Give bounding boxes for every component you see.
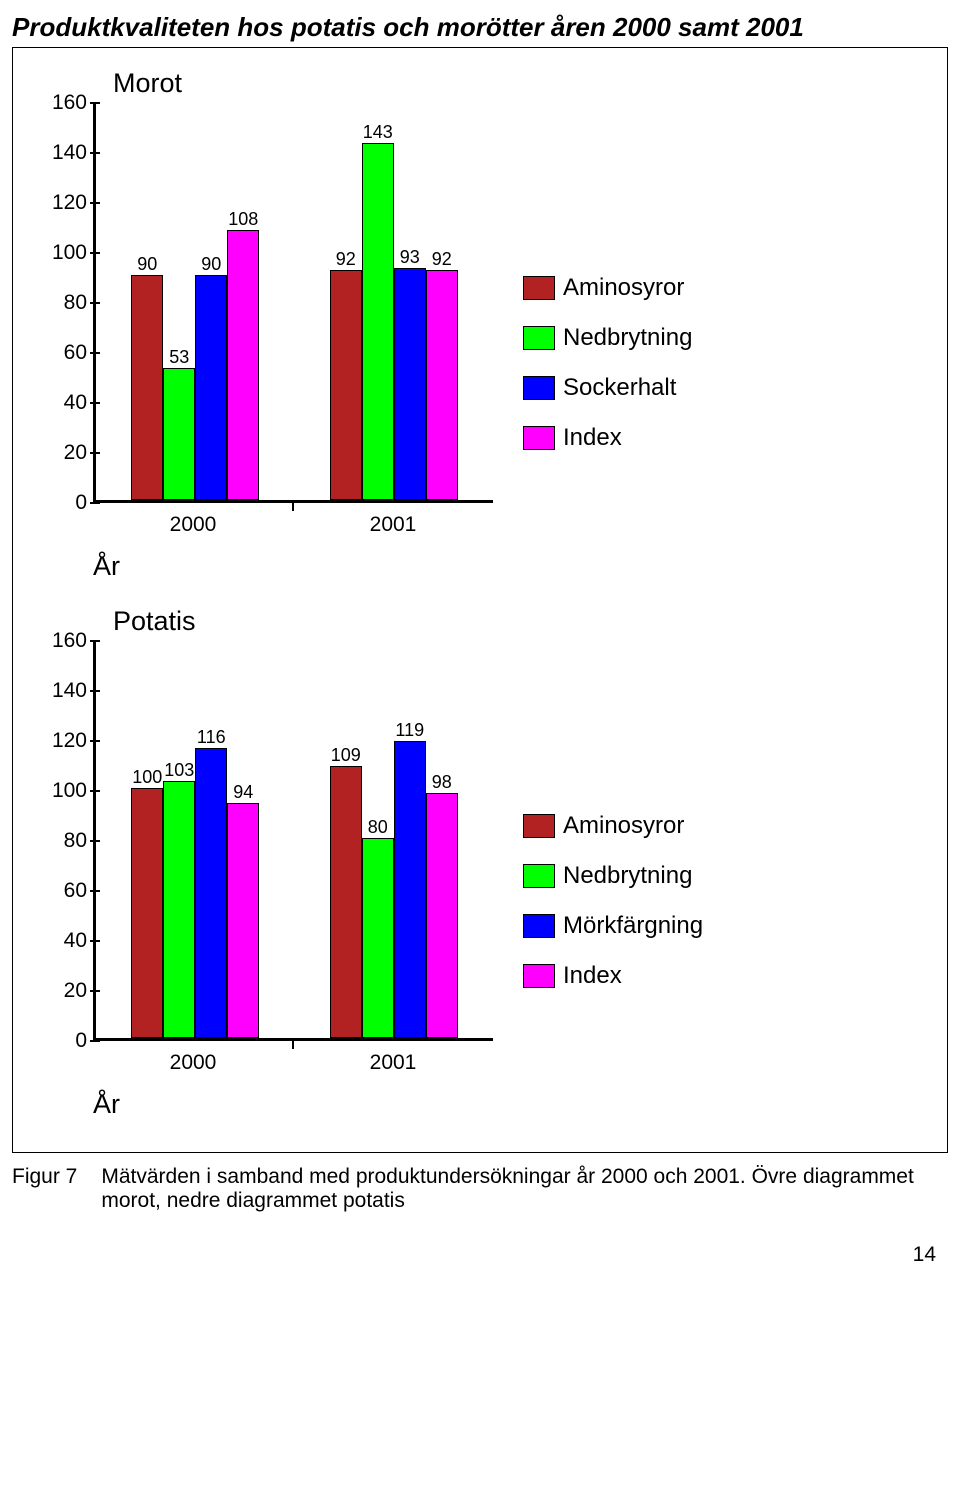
y-tick-label: 120 [33,191,87,215]
legend-label: Nedbrytning [563,324,692,352]
y-tick-label: 40 [33,929,87,953]
y-tick-label: 120 [33,729,87,753]
bar-value-label: 100 [132,767,162,788]
chart-title: Morot [113,68,927,99]
legend-swatch [523,276,555,300]
bar-group: 1098011998 [295,641,494,1038]
legend-label: Index [563,424,622,452]
charts-frame: Morot02040608010012014016090539010892143… [12,47,948,1153]
chart-frame: 0204060801001201401609053901089214393922… [33,103,493,543]
bar-value-label: 80 [368,817,388,838]
bar-value-label: 116 [197,727,226,748]
y-tick-label: 20 [33,441,87,465]
y-tick-label: 160 [33,629,87,653]
x-category-label: 2001 [293,1045,493,1081]
page-number: 14 [12,1243,936,1267]
y-tick-label: 20 [33,979,87,1003]
bar-value-label: 90 [137,254,157,275]
x-category-label: 2000 [93,507,293,543]
bar: 53 [163,368,195,501]
bar-value-label: 119 [395,720,424,741]
x-category-label: 2001 [293,507,493,543]
legend-item: Mörkfärgning [523,912,703,940]
bar-value-label: 108 [228,209,258,230]
chart-frame: 0204060801001201401601001031169410980119… [33,641,493,1081]
y-tick-label: 100 [33,779,87,803]
legend-swatch [523,376,555,400]
y-tick-label: 80 [33,829,87,853]
bar: 90 [131,275,163,500]
legend-item: Index [523,424,692,452]
legend-swatch [523,426,555,450]
figure-caption-text: Mätvärden i samband med produktundersökn… [101,1165,948,1213]
bar: 90 [195,275,227,500]
y-tick-label: 0 [33,491,87,515]
bar-value-label: 93 [400,247,420,268]
bar: 103 [163,781,195,1039]
legend-item: Nedbrytning [523,862,703,890]
chart-title: Potatis [113,606,927,637]
bar-value-label: 109 [331,745,361,766]
bar: 116 [195,748,227,1038]
figure-number: Figur 7 [12,1165,77,1189]
bar-value-label: 103 [164,760,194,781]
bar-value-label: 143 [363,122,393,143]
legend: Aminosyror Nedbrytning Sockerhalt Index [523,274,692,452]
legend-item: Sockerhalt [523,374,692,402]
bar-value-label: 92 [432,249,452,270]
legend-label: Index [563,962,622,990]
legend-swatch [523,326,555,350]
legend-swatch [523,814,555,838]
bar: 98 [426,793,458,1038]
chart-block: Potatis020406080100120140160100103116941… [33,606,927,1120]
y-tick-label: 100 [33,241,87,265]
y-tick-label: 40 [33,391,87,415]
x-category-label: 2000 [93,1045,293,1081]
bar: 92 [330,270,362,500]
bar-value-label: 98 [432,772,452,793]
y-tick-label: 160 [33,91,87,115]
bar: 109 [330,766,362,1039]
legend-item: Nedbrytning [523,324,692,352]
legend-swatch [523,914,555,938]
page-title: Produktkvaliteten hos potatis och morött… [12,12,948,43]
y-tick-label: 60 [33,879,87,903]
bar-group: 10010311694 [96,641,295,1038]
bar: 108 [227,230,259,500]
bar: 93 [394,268,426,501]
bar: 100 [131,788,163,1038]
y-tick-label: 0 [33,1029,87,1053]
legend-swatch [523,864,555,888]
bar-group: 921439392 [295,103,494,500]
chart-block: Morot02040608010012014016090539010892143… [33,68,927,582]
bar-value-label: 90 [201,254,221,275]
legend-swatch [523,964,555,988]
legend-item: Aminosyror [523,812,703,840]
legend-label: Aminosyror [563,812,684,840]
legend-item: Index [523,962,703,990]
bar-value-label: 94 [233,782,253,803]
figure-caption: Figur 7 Mätvärden i samband med produktu… [12,1165,948,1213]
y-tick-label: 80 [33,291,87,315]
x-axis-title: År [93,551,927,582]
bar: 94 [227,803,259,1038]
bar: 80 [362,838,394,1038]
legend-label: Aminosyror [563,274,684,302]
bar-value-label: 92 [336,249,356,270]
bar: 119 [394,741,426,1039]
legend-label: Sockerhalt [563,374,676,402]
y-tick-label: 60 [33,341,87,365]
bar: 143 [362,143,394,501]
bar-group: 905390108 [96,103,295,500]
y-tick-label: 140 [33,679,87,703]
legend: Aminosyror Nedbrytning Mörkfärgning Index [523,812,703,990]
bar-value-label: 53 [169,347,189,368]
legend-label: Nedbrytning [563,862,692,890]
x-axis-title: År [93,1089,927,1120]
legend-item: Aminosyror [523,274,692,302]
legend-label: Mörkfärgning [563,912,703,940]
y-tick-label: 140 [33,141,87,165]
bar: 92 [426,270,458,500]
